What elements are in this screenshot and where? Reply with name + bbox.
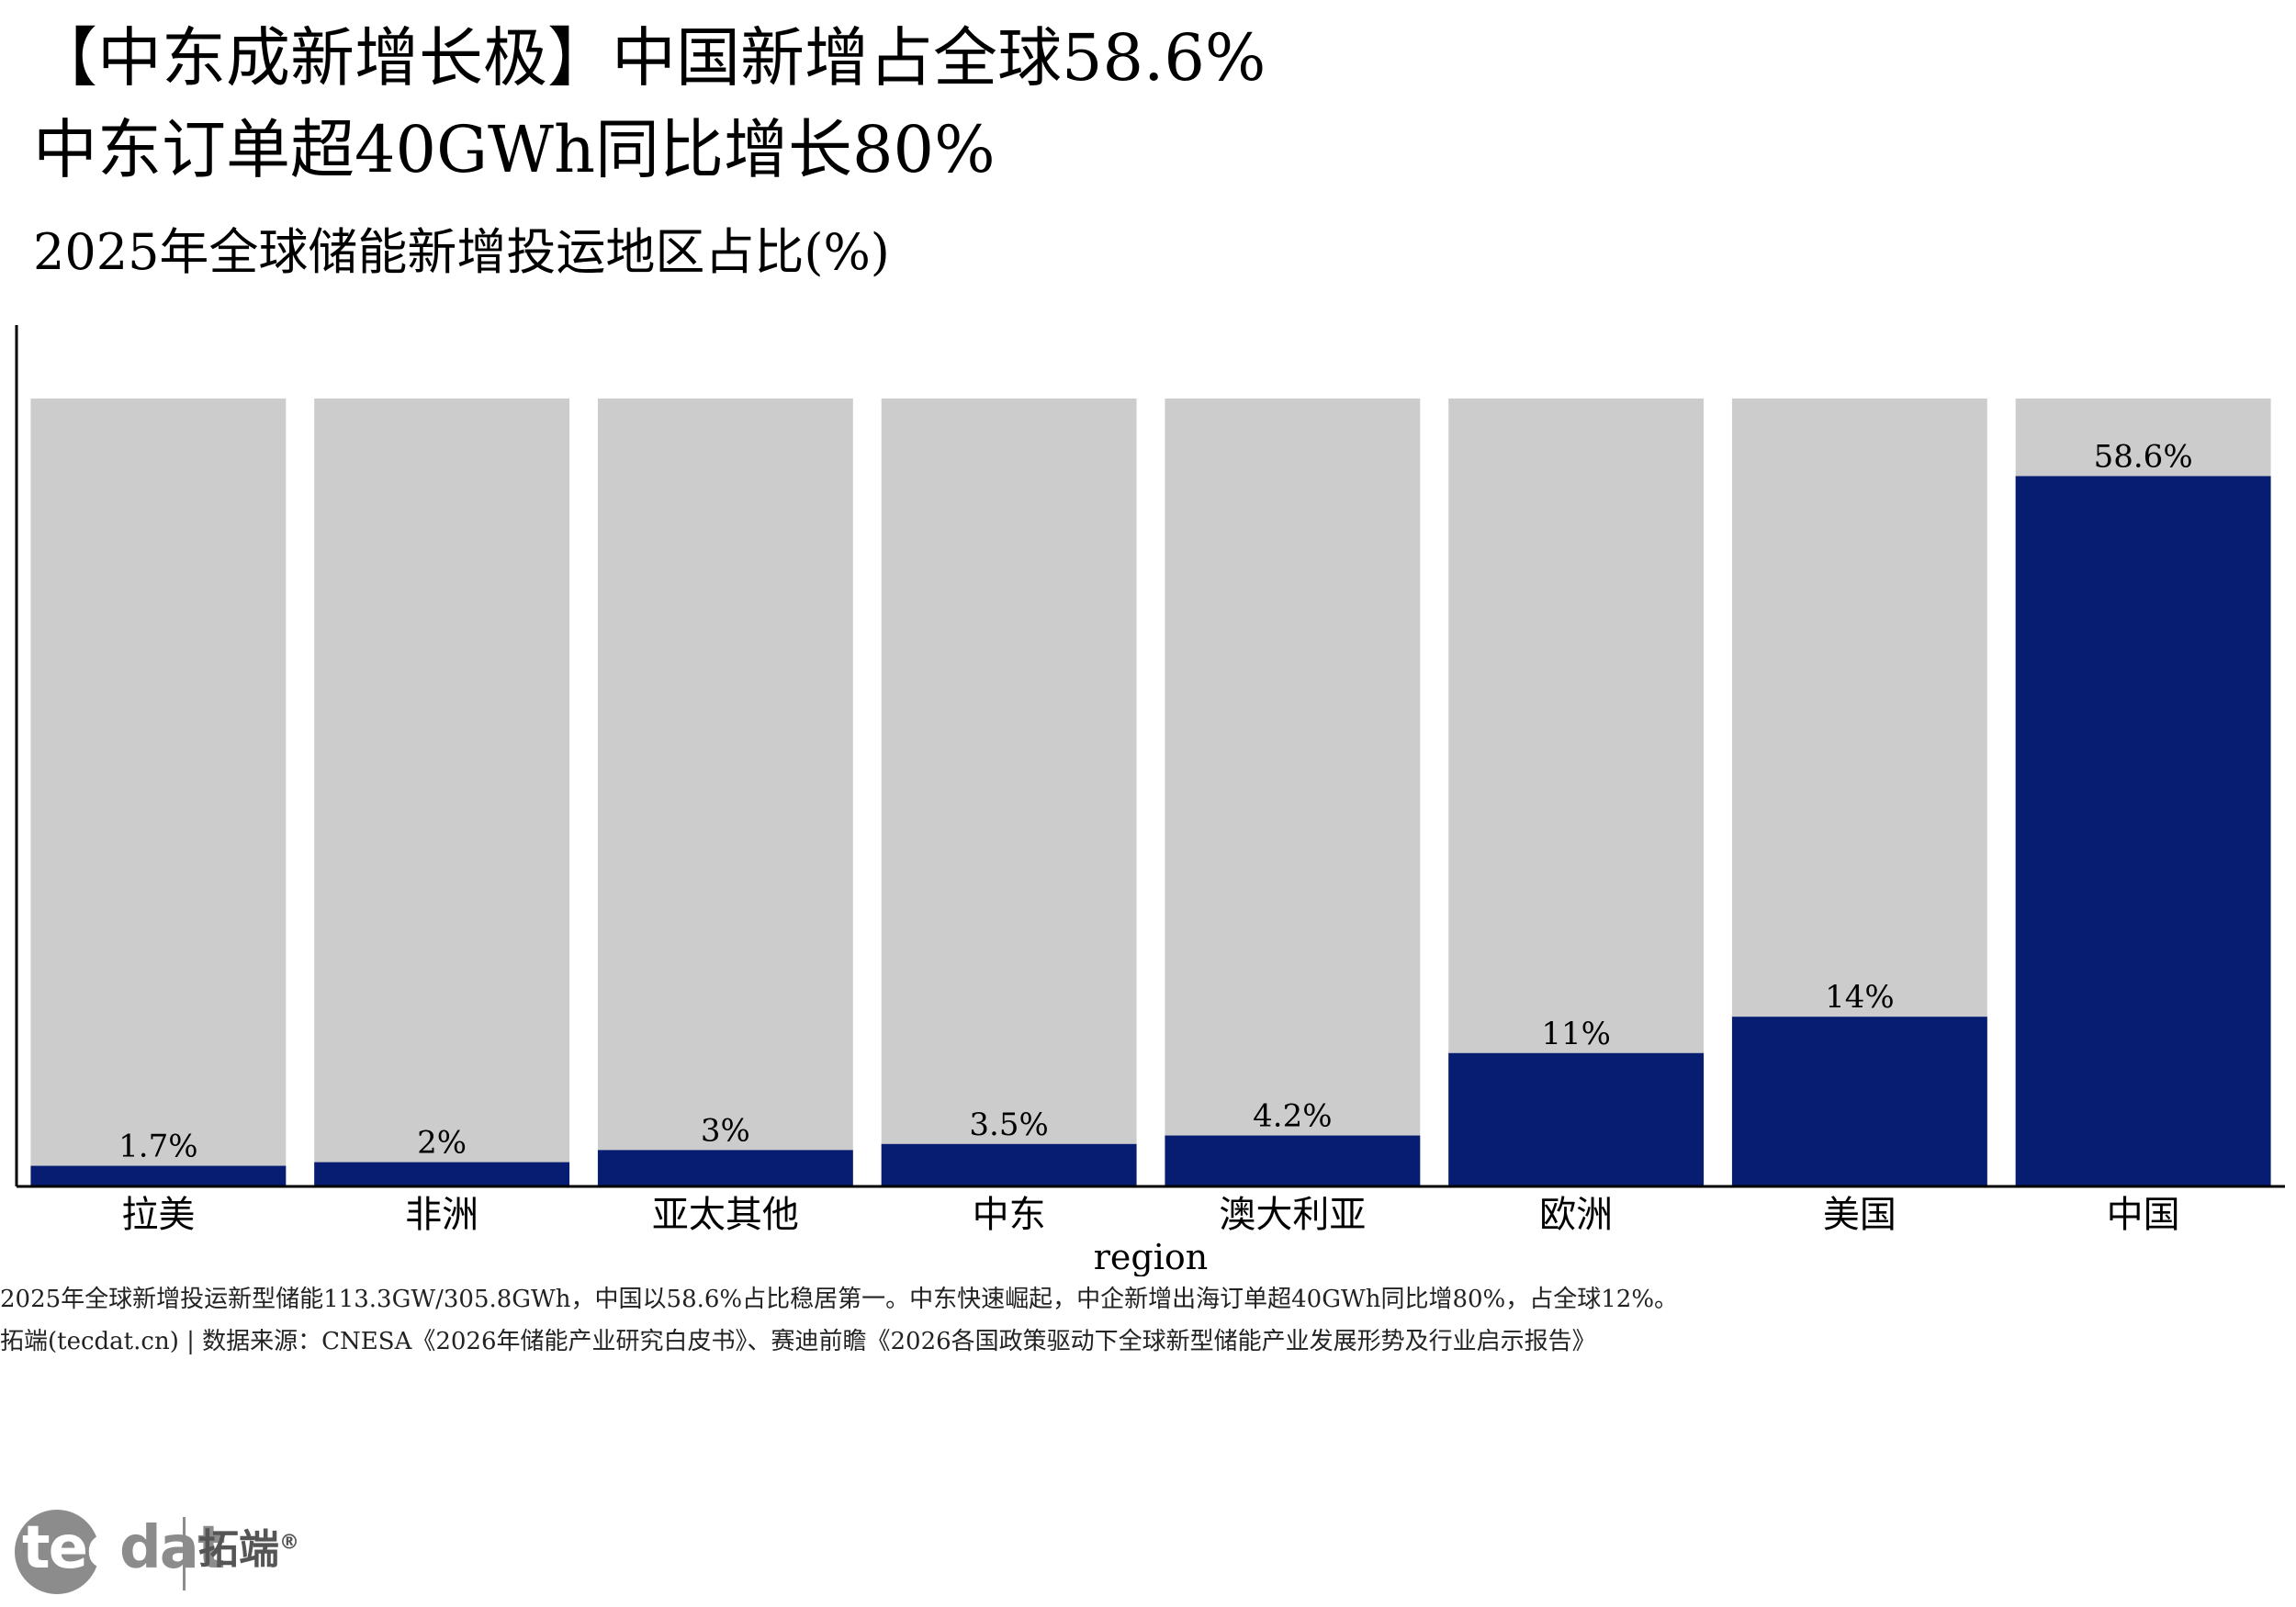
logo-divider <box>183 1517 186 1590</box>
data-bar <box>1731 1017 1987 1186</box>
data-bar <box>881 1143 1137 1186</box>
chart-title-line1: 【中东成新增长极】中国新增占全球58.6% <box>33 20 1266 96</box>
logo-word-rest: dat <box>118 1514 226 1582</box>
x-tick-label: 澳大利亚 <box>1219 1194 1366 1236</box>
chart-title-line2: 中东订单超40GWh同比增长80% <box>33 112 996 187</box>
logo-wordmark: tecdat <box>22 1519 226 1578</box>
x-tick-label: 亚太其他 <box>652 1194 799 1236</box>
logo-cn-name: 拓端® <box>198 1530 299 1570</box>
data-bar <box>1165 1135 1421 1186</box>
x-tick-label: 美国 <box>1823 1194 1896 1236</box>
logo-word-first: tec <box>22 1514 121 1582</box>
x-tick-label: 欧洲 <box>1539 1194 1613 1236</box>
data-source: 拓端(tecdat.cn) | 数据来源：CNESA《2026年储能产业研究白皮… <box>0 1328 1596 1355</box>
tecdat-logo: tecdat 拓端® <box>15 1506 309 1598</box>
x-tick-label: 中国 <box>2107 1194 2180 1236</box>
bar-chart: 1.7% 拉美 2% 非洲 3% 亚太其他 3.5% 中东 4.2% 澳大利亚 11% 欧洲 14% 美国… <box>15 325 2285 1276</box>
data-bar <box>314 1162 570 1186</box>
data-bar <box>1448 1052 1705 1186</box>
chart-subtitle: 2025年全球储能新增投运地区占比(%) <box>33 223 890 281</box>
data-label: 11% <box>1541 1016 1611 1052</box>
x-axis-label: region <box>1094 1237 1208 1276</box>
chart-caption: 2025年全球新增投运新型储能113.3GW/305.8GWh，中国以58.6%… <box>0 1286 1679 1313</box>
data-label: 3% <box>701 1112 750 1149</box>
data-bar <box>597 1150 853 1186</box>
background-bar <box>314 399 570 1186</box>
data-label: 1.7% <box>118 1129 197 1165</box>
logo-cn-text: 拓端 <box>198 1526 279 1573</box>
x-tick-label: 中东 <box>973 1194 1046 1236</box>
background-bar <box>1165 399 1421 1186</box>
data-label: 3.5% <box>969 1107 1048 1143</box>
x-tick-label: 非洲 <box>405 1194 478 1236</box>
data-label: 58.6% <box>2094 438 2193 475</box>
data-bar <box>30 1165 287 1186</box>
data-label: 4.2% <box>1253 1098 1332 1135</box>
data-label: 14% <box>1825 979 1895 1016</box>
background-bar <box>881 399 1137 1186</box>
data-label: 2% <box>417 1125 467 1162</box>
registered-mark: ® <box>279 1531 299 1555</box>
background-bar <box>30 399 287 1186</box>
background-bar <box>597 399 853 1186</box>
logo-circle-icon <box>15 1510 99 1594</box>
data-bar <box>2015 476 2271 1186</box>
x-tick-label: 拉美 <box>121 1194 195 1236</box>
